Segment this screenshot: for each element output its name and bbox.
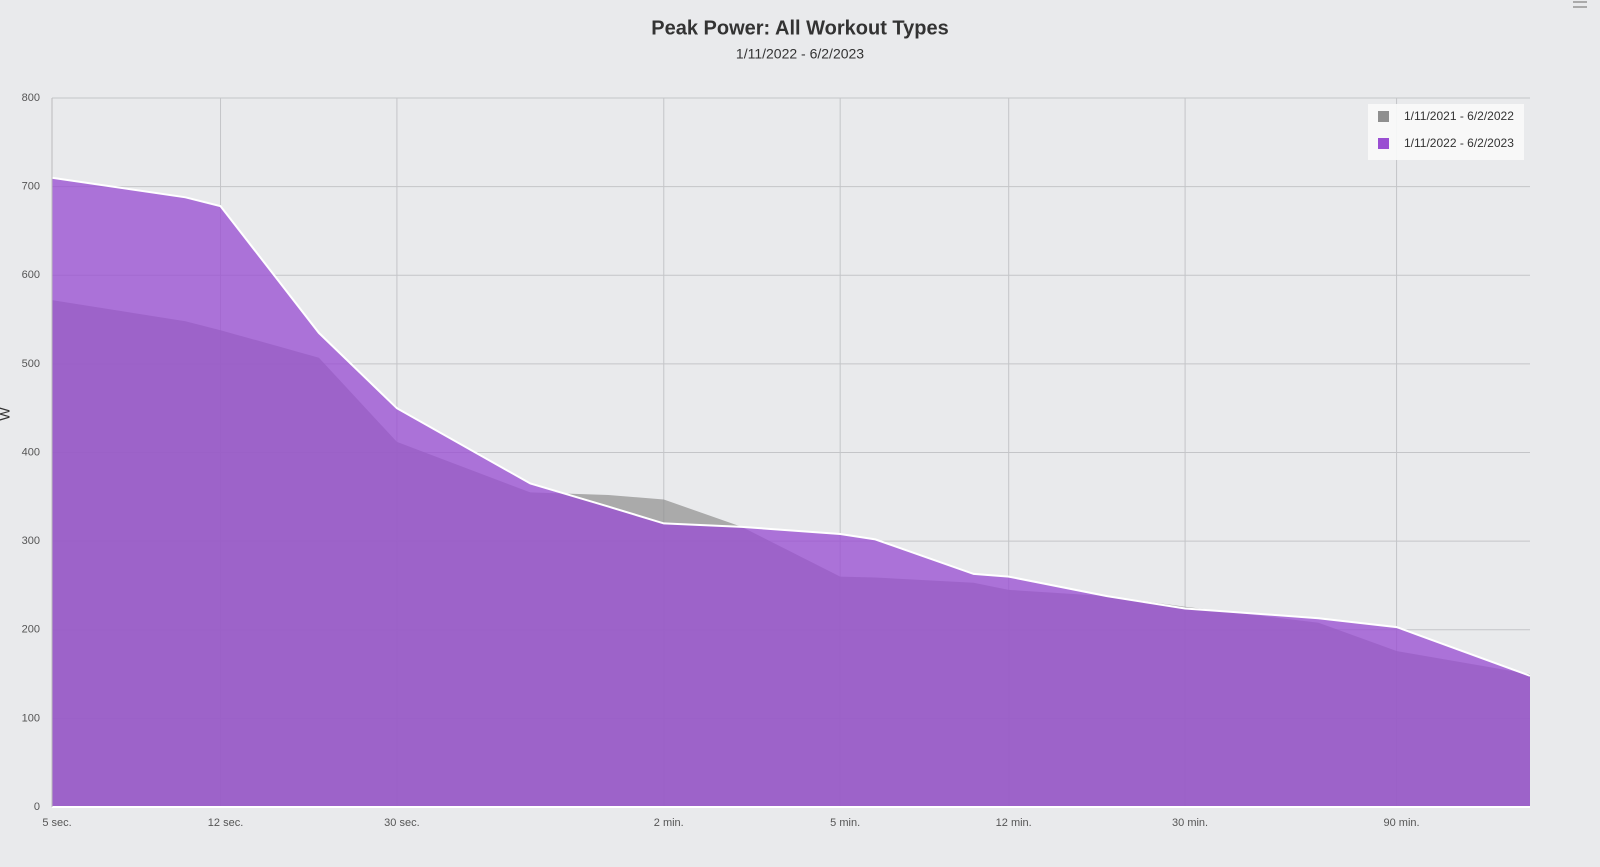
y-tick-label: 500: [22, 358, 40, 370]
x-tick-label: 30 sec.: [384, 817, 419, 829]
y-tick-label: 600: [22, 269, 40, 281]
y-tick-label: 300: [22, 535, 40, 547]
y-axis-label: W: [0, 407, 13, 421]
chart-title: Peak Power: All Workout Types: [651, 17, 948, 39]
area-edge: [51, 176, 1531, 677]
legend-label: 1/11/2022 - 6/2/2023: [1404, 136, 1514, 150]
legend-swatch: [1378, 138, 1389, 149]
legend-label: 1/11/2021 - 6/2/2022: [1404, 109, 1514, 123]
x-tick-label: 5 sec.: [42, 817, 71, 829]
x-tick-label: 12 sec.: [208, 817, 243, 829]
x-tick-label: 2 min.: [654, 817, 684, 829]
x-tick-label: 12 min.: [996, 817, 1032, 829]
legend-box: [1368, 104, 1524, 160]
y-tick-label: 800: [22, 92, 40, 104]
chart-subtitle: 1/11/2022 - 6/2/2023: [736, 46, 864, 62]
y-tick-label: 100: [22, 712, 40, 724]
y-tick-label: 400: [22, 446, 40, 458]
area: [52, 177, 1530, 808]
x-tick-label: 30 min.: [1172, 817, 1208, 829]
x-tick-label: 90 min.: [1384, 817, 1420, 829]
x-tick-label: 5 min.: [830, 817, 860, 829]
menu-icon[interactable]: [1573, 1, 1587, 8]
y-tick-label: 200: [22, 624, 40, 636]
y-tick-label: 700: [22, 181, 40, 193]
legend-swatch: [1378, 111, 1389, 122]
y-tick-label: 0: [34, 801, 40, 813]
legend: 1/11/2021 - 6/2/2022 1/11/2022 - 6/2/2023: [1368, 104, 1524, 160]
